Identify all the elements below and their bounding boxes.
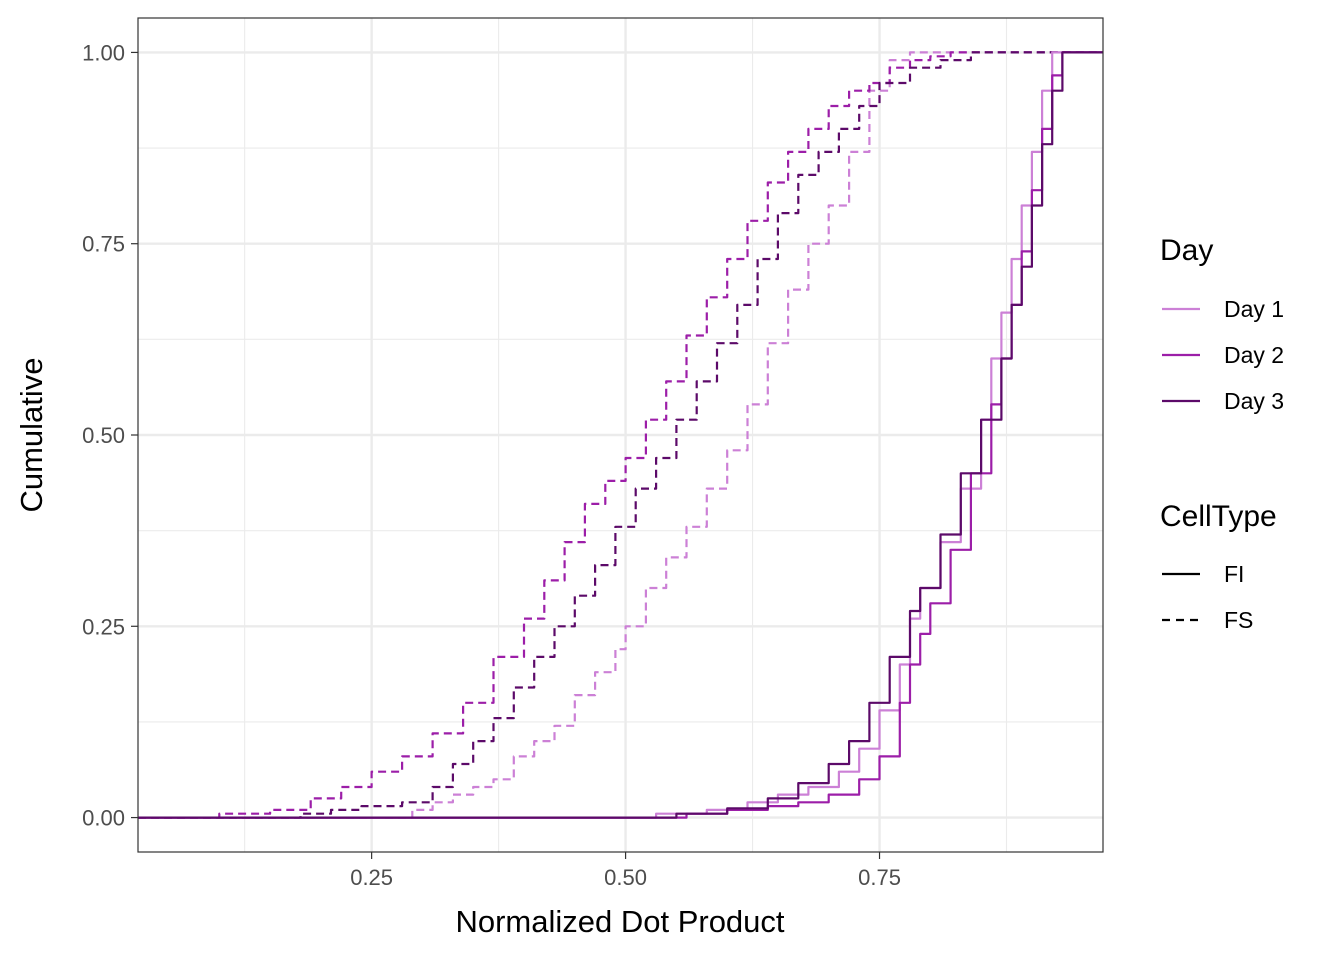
legend-label: Day 3 <box>1224 388 1284 414</box>
legend-day-entries: Day 1 Day 2 Day 3 <box>1162 296 1284 414</box>
x-tick-label: 0.50 <box>604 865 647 890</box>
y-axis: 0.00 0.25 0.50 0.75 1.00 <box>82 40 138 831</box>
legend-label: Day 1 <box>1224 296 1284 322</box>
y-tick-label: 0.50 <box>82 423 125 448</box>
series-line-day3-fi <box>138 51 1103 819</box>
x-axis: 0.25 0.50 0.75 <box>350 852 901 890</box>
x-tick-label: 0.75 <box>858 865 901 890</box>
y-axis-title: Cumulative <box>14 357 49 512</box>
legend-title-celltype: CellType <box>1160 500 1277 533</box>
legend-label: FI <box>1224 561 1244 587</box>
series-line-day1-fi <box>138 51 1103 819</box>
x-tick-label: 0.25 <box>350 865 393 890</box>
legend-title-day: Day <box>1160 234 1213 267</box>
legend-label: FS <box>1224 607 1253 633</box>
x-axis-title: Normalized Dot Product <box>455 904 784 939</box>
legend-celltype-entries: FI FS <box>1162 561 1253 633</box>
series-line-day3-fs <box>138 51 1103 819</box>
y-tick-label: 0.00 <box>82 806 125 831</box>
y-tick-label: 0.75 <box>82 232 125 257</box>
series-line-day2-fs <box>138 51 1103 819</box>
legend-label: Day 2 <box>1224 342 1284 368</box>
series-lines <box>138 51 1103 819</box>
series-line-day1-fs <box>138 51 1103 819</box>
legend: Day Day 1 Day 2 Day 3 CellType FI FS <box>1160 234 1284 633</box>
y-tick-label: 1.00 <box>82 40 125 65</box>
y-tick-label: 0.25 <box>82 614 125 639</box>
